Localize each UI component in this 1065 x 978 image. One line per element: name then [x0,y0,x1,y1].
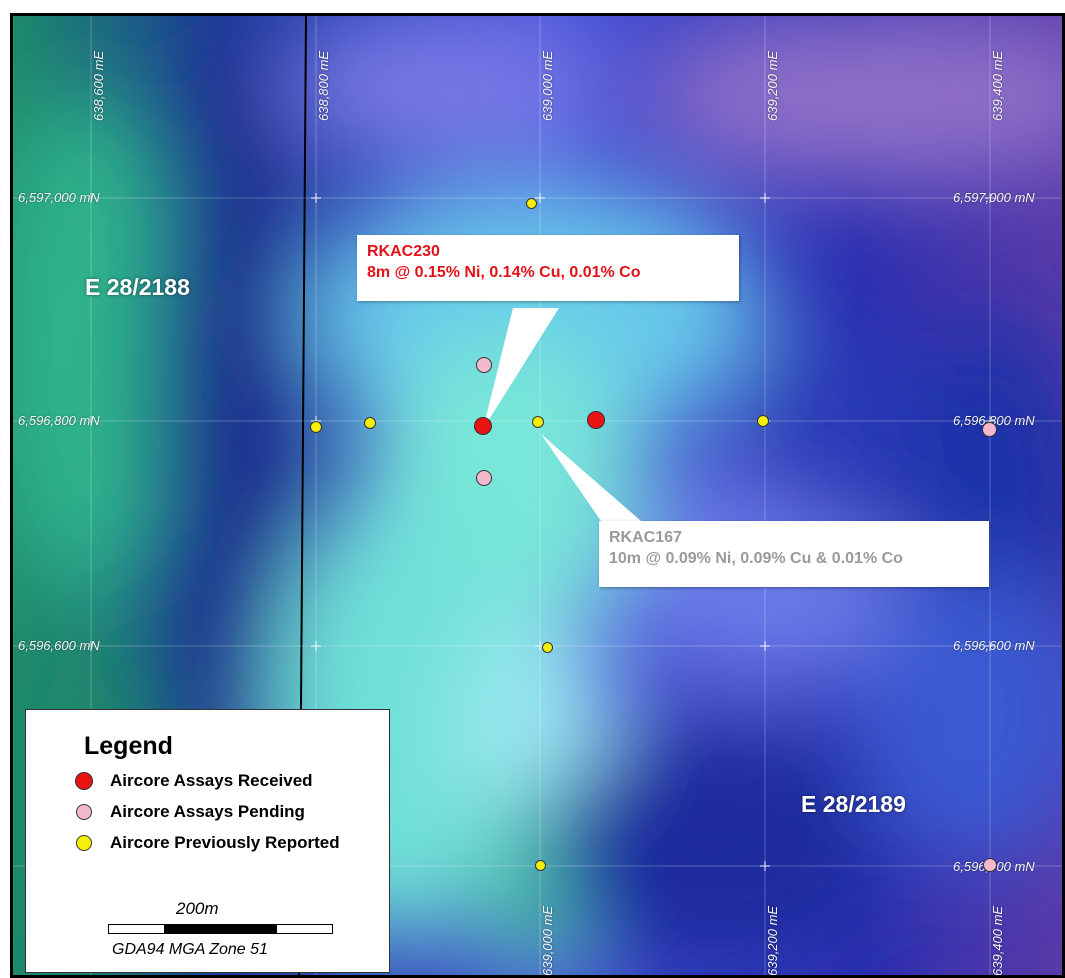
projection-label: GDA94 MGA Zone 51 [112,941,268,958]
easting-label: 639,200 mE [765,50,780,121]
northing-label: 6,596,600 mN [953,638,1035,653]
drillhole-assays-received[interactable] [587,411,605,429]
northing-label: 6,597,000 mN [18,190,100,205]
rkac167-pointer [541,434,641,521]
rkac230-pointer [483,308,559,429]
legend-title: Legend [84,732,173,760]
northing-label: 6,596,800 mN [18,413,100,428]
drillhole-previously-reported[interactable] [542,642,553,653]
legend-item-received: Aircore Assays Received [110,771,313,790]
map-panel: 638,600 mE 638,800 mE 639,000 mE 639,200… [10,13,1065,978]
drillhole-previously-reported[interactable] [757,415,769,427]
rkac230-callout: RKAC230 8m @ 0.15% Ni, 0.14% Cu, 0.01% C… [357,235,739,301]
grid-crosses [90,193,995,871]
legend-pink-dot-icon [76,804,92,820]
northing-label: 6,596,600 mN [18,638,100,653]
scale-bar-segment [164,924,277,934]
drillhole-previously-reported[interactable] [364,417,376,429]
rkac167-intercept: 10m @ 0.09% Ni, 0.09% Cu & 0.01% Co [609,550,903,567]
rkac230-hole-id: RKAC230 [367,243,440,260]
easting-label: 639,400 mE [990,905,1005,976]
drillhole-rkac230[interactable] [474,417,492,435]
tenement-label-e28-2189: E 28/2189 [801,791,906,817]
legend-red-dot-icon [75,772,93,790]
easting-label: 639,000 mE [540,50,555,121]
tenement-label-e28-2188: E 28/2188 [85,274,190,300]
legend-yellow-dot-icon [76,835,92,851]
northing-label: 6,596,800 mN [953,413,1035,428]
drillhole-assays-pending[interactable] [983,858,997,872]
geophysics-background [13,16,1062,975]
scale-bar-label: 200m [176,899,219,918]
rkac167-hole-id: RKAC167 [609,529,682,546]
drillhole-assays-pending[interactable] [476,470,492,486]
scale-bar-segment [108,924,165,934]
legend-box: Legend Aircore Assays Received Aircore A… [25,709,390,973]
rkac230-intercept: 8m @ 0.15% Ni, 0.14% Cu, 0.01% Co [367,264,641,281]
easting-label: 639,400 mE [990,50,1005,121]
drillhole-previously-reported[interactable] [535,860,546,871]
northing-label: 6,597,000 mN [953,190,1035,205]
easting-label: 639,200 mE [765,905,780,976]
legend-item-pending: Aircore Assays Pending [110,802,305,821]
drillhole-previously-reported[interactable] [526,198,537,209]
drillhole-rkac167[interactable] [532,416,544,428]
rkac167-callout: RKAC167 10m @ 0.09% Ni, 0.09% Cu & 0.01%… [599,521,989,587]
drillhole-assays-pending[interactable] [476,357,492,373]
easting-label: 639,000 mE [540,905,555,976]
drillhole-previously-reported[interactable] [310,421,322,433]
legend-item-previous: Aircore Previously Reported [110,833,340,852]
easting-label: 638,800 mE [316,50,331,121]
easting-label: 638,600 mE [91,50,106,121]
drillhole-assays-pending[interactable] [982,422,997,437]
scale-bar-segment [276,924,333,934]
